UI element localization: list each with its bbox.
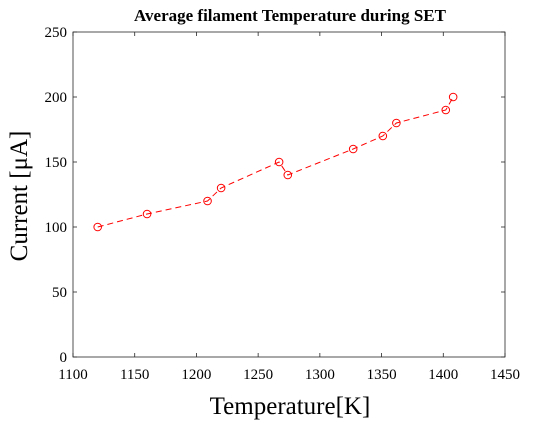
series-line	[97, 96, 454, 228]
y-tick-label: 200	[45, 90, 68, 106]
y-tick-label: 100	[45, 220, 68, 236]
axes: 1100 1150 1200 1250 1300 1350 1400 1450 0 50 100 15…	[45, 25, 521, 383]
y-axis-title: Current [μA]	[6, 131, 33, 262]
data-point-marker	[378, 131, 388, 141]
x-tick-label: 1400	[428, 367, 458, 383]
data-point-marker	[348, 144, 358, 154]
y-tick-label: 150	[45, 155, 68, 171]
x-tick-label: 1100	[58, 367, 87, 383]
data-point-marker	[274, 157, 284, 167]
x-tick-label: 1450	[490, 367, 520, 383]
y-tick-label: 250	[45, 25, 68, 41]
plot-area-frame	[72, 31, 506, 358]
data-point-marker	[93, 222, 102, 232]
chart-title: Average filament Temperature during SET	[134, 6, 447, 25]
data-point-marker	[448, 92, 458, 102]
data-point-marker	[441, 105, 451, 115]
data-point-marker	[216, 183, 226, 193]
data-point-marker	[203, 196, 212, 206]
x-tick-label: 1200	[181, 367, 211, 383]
x-tick-label: 1350	[367, 367, 397, 383]
data-point-marker	[283, 170, 293, 180]
y-tick-label: 0	[60, 350, 68, 366]
data-point-marker	[392, 118, 401, 128]
x-tick-label: 1150	[120, 367, 149, 383]
y-tick-label: 50	[52, 285, 67, 301]
x-tick-label: 1300	[305, 367, 335, 383]
data-point-marker	[142, 209, 152, 219]
data-series	[93, 92, 458, 232]
x-axis-title: Temperature[K]	[210, 393, 371, 420]
x-tick-label: 1250	[243, 367, 273, 383]
